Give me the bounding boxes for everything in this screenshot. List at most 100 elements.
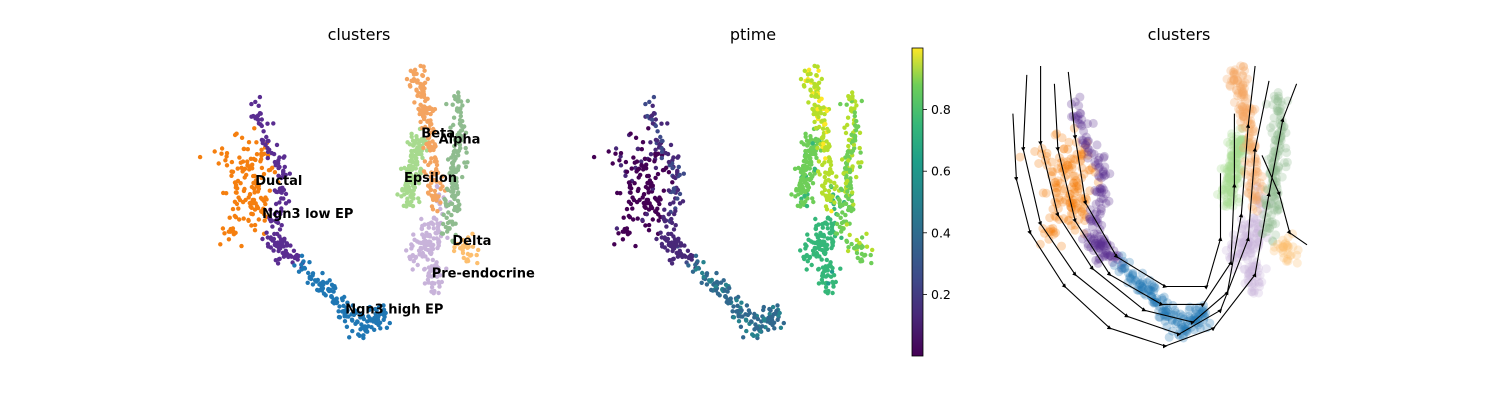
cluster-point	[234, 201, 240, 207]
ptime-point	[635, 167, 641, 172]
cluster-point	[351, 312, 357, 318]
ptime-point	[834, 231, 840, 236]
cluster-point	[463, 164, 469, 169]
ptime-point	[808, 147, 813, 152]
cluster-point	[277, 174, 282, 180]
ptime-point	[813, 125, 819, 131]
ptime-point	[773, 311, 778, 316]
ptime-point	[815, 145, 820, 151]
velocity-point	[1240, 96, 1250, 106]
cluster-point	[344, 324, 350, 329]
cluster-point	[445, 235, 450, 240]
velocity-streamline	[1261, 155, 1308, 246]
ptime-point	[664, 224, 669, 229]
cluster-point	[286, 199, 292, 204]
velocity-point	[1241, 107, 1250, 117]
ptime-point	[859, 235, 865, 240]
cluster-point	[437, 273, 443, 278]
ptime-point	[623, 173, 628, 178]
cluster-point	[276, 248, 281, 254]
cluster-point	[305, 280, 310, 285]
ptime-point	[667, 258, 672, 263]
ptime-point	[752, 311, 757, 317]
cluster-point	[451, 149, 457, 154]
cluster-point	[423, 98, 428, 104]
ptime-point	[671, 155, 676, 160]
ptime-point	[771, 320, 777, 325]
ptime-point	[672, 186, 677, 191]
panel-1-title: clusters	[328, 25, 391, 44]
velocity-point	[1238, 88, 1247, 98]
ptime-point	[805, 78, 810, 84]
velocity-point	[1238, 81, 1248, 90]
cluster-point	[422, 266, 427, 272]
ptime-point	[850, 190, 855, 195]
ptime-point	[844, 166, 849, 172]
velocity-point	[1231, 175, 1241, 185]
cluster-point	[409, 166, 415, 172]
ptime-point	[820, 222, 825, 227]
ptime-point	[854, 243, 859, 249]
velocity-point	[1243, 74, 1253, 84]
cluster-point	[245, 159, 250, 164]
cluster-point	[436, 237, 441, 243]
ptime-point	[857, 164, 863, 169]
cluster-point	[222, 231, 227, 236]
velocity-point	[1272, 105, 1282, 115]
cluster-point	[465, 98, 470, 104]
velocity-point	[1273, 93, 1283, 103]
ptime-point	[636, 186, 641, 192]
ptime-point	[642, 204, 647, 209]
velocity-point	[1261, 264, 1271, 274]
velocity-point	[1283, 243, 1292, 253]
ptime-point	[736, 319, 742, 324]
cluster-point	[450, 166, 455, 172]
velocity-point	[1282, 240, 1292, 250]
cluster-point	[452, 143, 457, 149]
cluster-point	[267, 214, 272, 220]
velocity-point	[1064, 162, 1074, 172]
ptime-point	[646, 228, 652, 233]
cluster-point	[341, 303, 346, 308]
ptime-point	[670, 165, 675, 171]
ptime-point	[829, 227, 835, 232]
ptime-point	[610, 161, 615, 166]
ptime-point	[863, 252, 868, 258]
ptime-point	[814, 254, 819, 259]
velocity-point	[1228, 230, 1238, 240]
ptime-point	[838, 266, 843, 271]
cluster-point	[236, 206, 241, 211]
cluster-point	[250, 162, 255, 167]
ptime-point	[798, 76, 804, 82]
cluster-point	[420, 254, 425, 259]
velocity-point	[1104, 196, 1114, 206]
ptime-point	[845, 149, 851, 154]
ptime-point	[631, 217, 636, 222]
velocity-point	[1282, 241, 1292, 250]
ptime-point	[735, 308, 740, 314]
cluster-point	[462, 124, 467, 129]
cluster-point	[345, 308, 350, 313]
panel-clusters: clusters Ductal Ngn3 low EP Ngn3 high EP Pr…	[197, 25, 535, 341]
ptime-point	[807, 177, 813, 183]
cluster-point	[436, 265, 441, 271]
ptime-point	[804, 253, 809, 258]
ptime-point	[813, 226, 819, 232]
cluster-point	[281, 238, 287, 243]
cluster-point	[418, 166, 423, 171]
cluster-point	[410, 253, 415, 258]
velocity-point	[1216, 164, 1226, 174]
cluster-point	[460, 237, 465, 243]
cluster-point	[383, 310, 388, 316]
ptime-point	[655, 198, 661, 204]
cluster-point	[460, 243, 465, 249]
ptime-point	[650, 103, 655, 109]
cluster-point	[306, 270, 311, 276]
cluster-point	[229, 173, 234, 178]
cluster-point	[230, 169, 236, 174]
velocity-point	[1236, 92, 1246, 102]
ptime-point	[675, 196, 680, 201]
ptime-point	[657, 142, 662, 147]
velocity-point	[1250, 104, 1260, 114]
ptime-point	[714, 270, 719, 276]
